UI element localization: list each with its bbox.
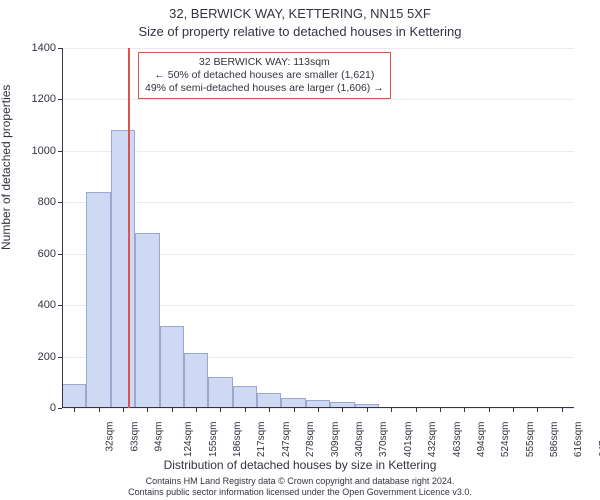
x-tick-label: 63sqm	[129, 422, 140, 452]
x-tick-label: 340sqm	[354, 422, 365, 458]
histogram-bar	[62, 384, 86, 408]
x-tick-mark	[513, 408, 514, 412]
x-tick-mark	[562, 408, 563, 412]
histogram-bar	[160, 326, 184, 408]
x-tick-label: 94sqm	[153, 422, 164, 452]
histogram-bar	[135, 233, 159, 408]
x-tick-label: 370sqm	[378, 422, 389, 458]
x-tick-mark	[99, 408, 100, 412]
x-tick-mark	[196, 408, 197, 412]
x-tick-label: 186sqm	[232, 422, 243, 458]
x-tick-mark	[416, 408, 417, 412]
y-tick-label: 1400	[32, 42, 62, 54]
annotation-box: 32 BERWICK WAY: 113sqm ← 50% of detached…	[138, 52, 391, 99]
x-tick-mark	[489, 408, 490, 412]
histogram-bar	[208, 377, 232, 408]
y-tick-label: 0	[50, 402, 62, 414]
x-tick-mark	[464, 408, 465, 412]
annotation-line1: 32 BERWICK WAY: 113sqm	[145, 56, 384, 69]
histogram-bar	[111, 130, 135, 408]
x-tick-label: 494sqm	[476, 422, 487, 458]
x-tick-mark	[74, 408, 75, 412]
x-tick-label: 463sqm	[452, 422, 463, 458]
x-tick-label: 432sqm	[427, 422, 438, 458]
x-tick-label: 555sqm	[525, 422, 536, 458]
x-tick-mark	[440, 408, 441, 412]
y-tick-label: 800	[38, 196, 62, 208]
x-tick-mark	[342, 408, 343, 412]
y-tick-label: 400	[38, 299, 62, 311]
annotation-line3: 49% of semi-detached houses are larger (…	[145, 82, 384, 95]
x-tick-mark	[367, 408, 368, 412]
x-axis-label: Distribution of detached houses by size …	[0, 458, 600, 472]
histogram-bar	[257, 393, 281, 408]
chart-title-line1: 32, BERWICK WAY, KETTERING, NN15 5XF	[0, 6, 600, 21]
x-tick-label: 309sqm	[330, 422, 341, 458]
x-tick-mark	[123, 408, 124, 412]
chart-container: 32, BERWICK WAY, KETTERING, NN15 5XF Siz…	[0, 0, 600, 500]
histogram-bar	[86, 192, 110, 408]
bars-layer	[62, 48, 574, 408]
y-tick-label: 200	[38, 351, 62, 363]
chart-title-line2: Size of property relative to detached ho…	[0, 24, 600, 39]
x-tick-label: 278sqm	[305, 422, 316, 458]
footnote-line2: Contains public sector information licen…	[0, 487, 600, 498]
histogram-bar	[184, 353, 208, 408]
y-axis-line	[62, 48, 63, 408]
histogram-bar	[233, 386, 257, 408]
x-tick-label: 247sqm	[281, 422, 292, 458]
x-tick-mark	[537, 408, 538, 412]
y-tick-label: 1200	[32, 93, 62, 105]
footnote-line1: Contains HM Land Registry data © Crown c…	[0, 476, 600, 487]
x-tick-label: 155sqm	[208, 422, 219, 458]
y-axis-label: Number of detached properties	[0, 85, 13, 250]
x-tick-label: 124sqm	[183, 422, 194, 458]
x-tick-mark	[147, 408, 148, 412]
y-tick-label: 1000	[32, 145, 62, 157]
x-tick-mark	[391, 408, 392, 412]
plot-area: 32 BERWICK WAY: 113sqm ← 50% of detached…	[62, 48, 574, 408]
annotation-line2: ← 50% of detached houses are smaller (1,…	[145, 69, 384, 82]
x-tick-label: 217sqm	[257, 422, 268, 458]
x-tick-mark	[318, 408, 319, 412]
footnote: Contains HM Land Registry data © Crown c…	[0, 476, 600, 498]
x-tick-mark	[172, 408, 173, 412]
y-tick-label: 600	[38, 248, 62, 260]
x-tick-mark	[269, 408, 270, 412]
x-tick-label: 401sqm	[403, 422, 414, 458]
x-tick-label: 32sqm	[105, 422, 116, 452]
x-tick-label: 616sqm	[574, 422, 585, 458]
x-tick-mark	[294, 408, 295, 412]
x-tick-mark	[220, 408, 221, 412]
x-tick-mark	[245, 408, 246, 412]
x-tick-label: 586sqm	[549, 422, 560, 458]
reference-line	[128, 48, 130, 408]
x-tick-label: 524sqm	[500, 422, 511, 458]
